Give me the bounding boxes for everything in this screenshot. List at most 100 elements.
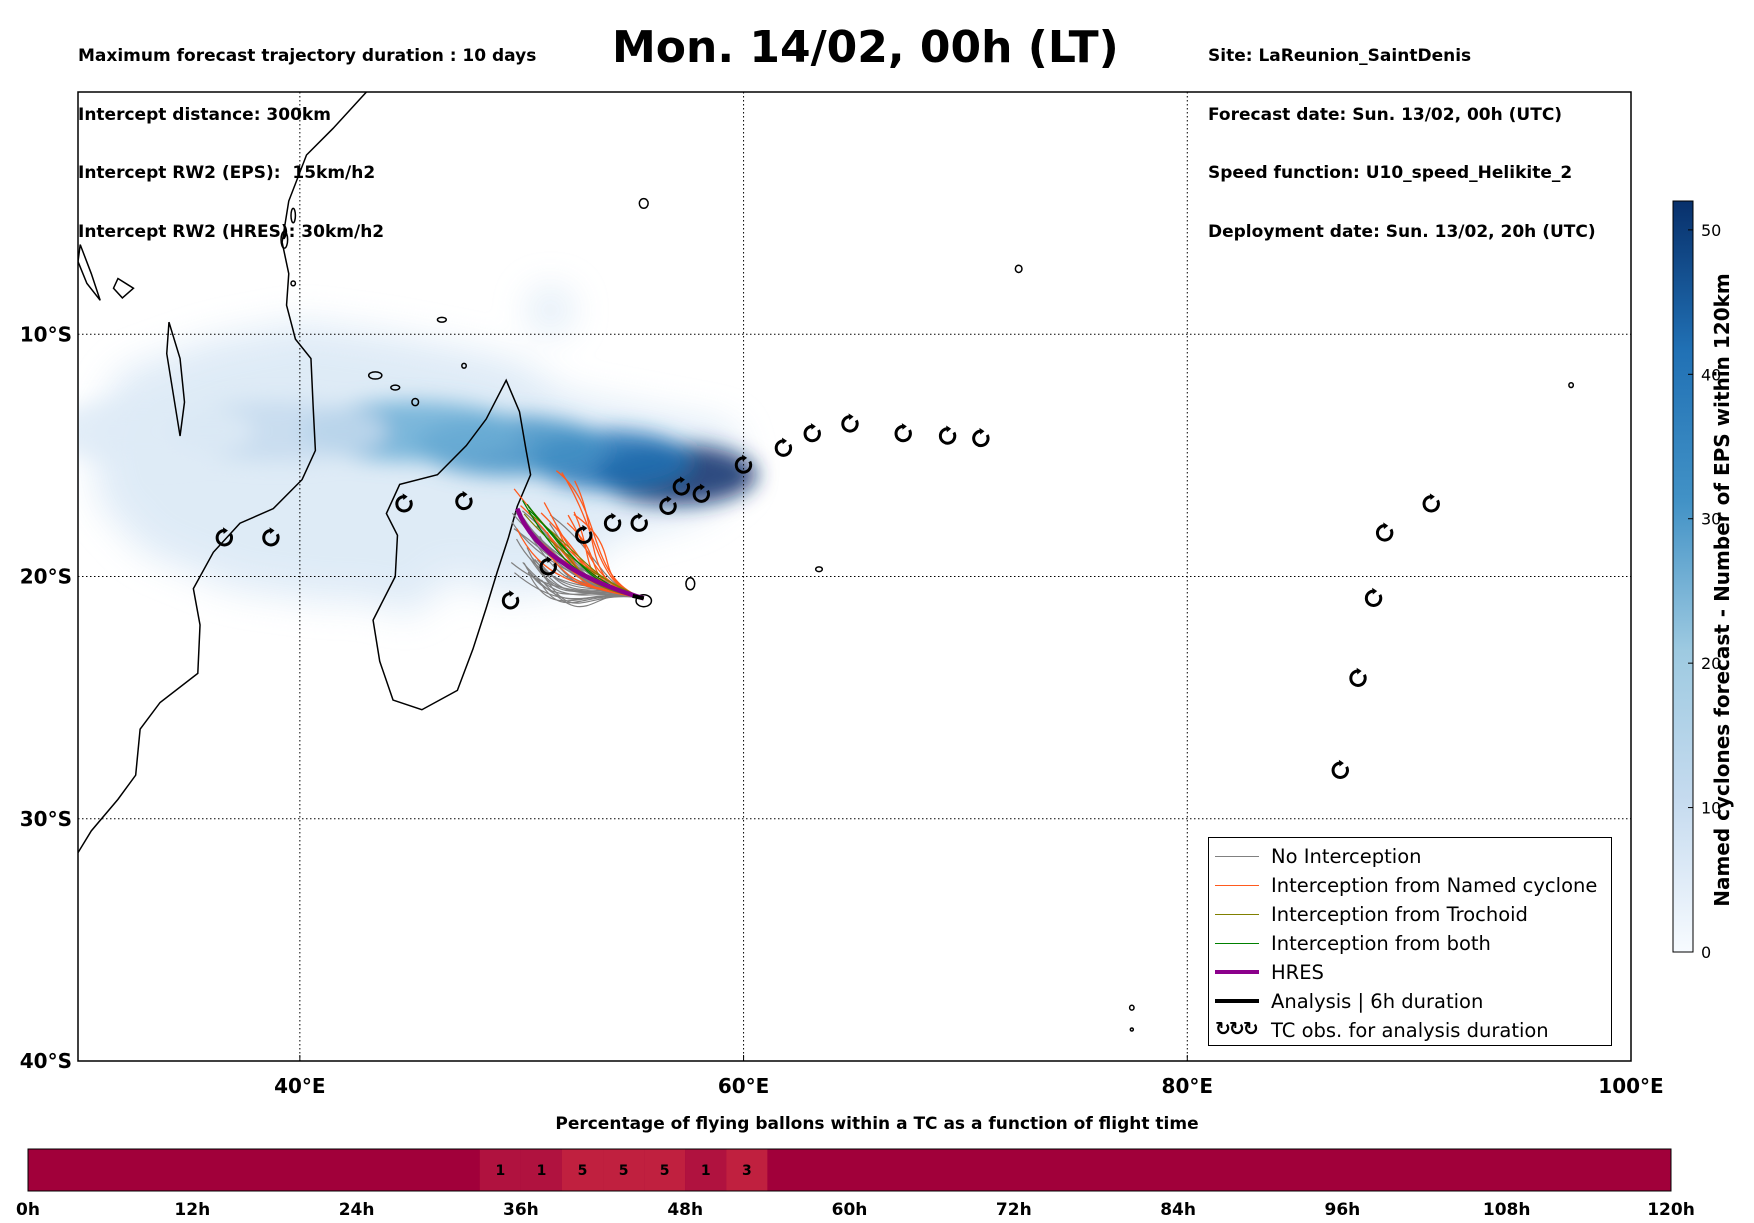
tc-marker-arc [455, 492, 473, 511]
coastline-island [461, 362, 467, 369]
timeline-tick-label: 12h [174, 1200, 210, 1220]
timeline-tick-label: 0h [16, 1200, 40, 1220]
density-blob [78, 401, 255, 462]
timeline-cell [520, 1149, 562, 1191]
header-left-line: Intercept RW2 (EPS): 15km/h2 [78, 163, 376, 183]
tc-marker-arrowhead [582, 524, 588, 532]
tc-marker-arc [215, 529, 233, 547]
tc-marker-arrowhead [679, 476, 685, 484]
coastline-island [411, 397, 420, 407]
y-tick-label: 20°S [20, 565, 72, 589]
colorbar-tick-label: 0 [1701, 943, 1711, 962]
density-core [78, 401, 758, 505]
colorbar-label: Named cyclones forecast - Number of EPS … [1710, 273, 1734, 907]
coastline-lake-rukwa [112, 277, 135, 299]
tc-marker-arc [501, 592, 520, 610]
tc-marker-arc [692, 485, 710, 503]
tc-marker-arc [894, 424, 912, 443]
legend-swatch [1215, 914, 1259, 915]
header-right-line: Site: LaReunion_SaintDenis [1208, 46, 1472, 66]
legend-swatch [1215, 970, 1259, 974]
tc-marker-arc [841, 415, 859, 433]
y-tick-label: 10°S [20, 322, 72, 346]
tc-obs-marker [1349, 667, 1367, 687]
legend-item-both: Interception from both [1209, 929, 1611, 958]
tc-marker-arc [395, 495, 413, 513]
header-left-line: Maximum forecast trajectory duration : 1… [78, 46, 537, 66]
legend-swatch [1215, 999, 1259, 1003]
chart-title: Mon. 14/02, 00h (LT) [612, 22, 1119, 73]
legend-label: No Interception [1271, 845, 1422, 868]
tc-marker-arc [774, 439, 793, 457]
timeline-tick-label: 108h [1483, 1200, 1531, 1220]
legend-label: Interception from Trochoid [1271, 903, 1528, 926]
density-area [528, 288, 573, 333]
tc-obs-marker [734, 454, 753, 474]
tc-marker-arc [734, 456, 753, 474]
tc-marker-arrowhead [1429, 493, 1435, 501]
coastline-lake-malawi [165, 321, 186, 437]
tc-marker-arc [539, 558, 557, 576]
tc-marker-arrowhead [666, 495, 672, 503]
tc-marker-arc [603, 514, 622, 532]
tc-marker-arc [262, 529, 280, 547]
coastline-island [390, 384, 401, 391]
trajectory-analysis [632, 593, 645, 601]
coastline-island [638, 197, 649, 209]
tc-obs-marker [1331, 759, 1349, 779]
timeline-tick-label: 120h [1647, 1200, 1695, 1220]
x-tick-label: 80°E [1162, 1074, 1214, 1098]
timeline-cell [561, 1149, 604, 1191]
tc-obs-marker [894, 423, 912, 443]
legend-item-hres: HRES [1209, 958, 1611, 987]
tc-obs-marker [630, 512, 648, 532]
tc-marker-arrowhead [269, 527, 275, 534]
coastline-lake-tanganyika [78, 244, 101, 301]
tc-obs-marker [539, 556, 557, 576]
timeline-tick-label: 24h [339, 1200, 375, 1220]
tc-marker-arrowhead [742, 454, 748, 462]
y-tick-label: 40°S [20, 1049, 72, 1073]
tc-marker-arc [659, 497, 677, 515]
tc-obs-marker [659, 495, 677, 515]
coastline-island [635, 593, 653, 608]
tc-marker-arrowhead [848, 413, 854, 421]
tc-obs-marker [1375, 522, 1394, 542]
colorbar-tick-label: 50 [1701, 221, 1721, 240]
tc-marker-arc [1364, 589, 1383, 607]
timeline-cell [726, 1149, 768, 1191]
x-tick-label: 40°E [274, 1074, 326, 1098]
tc-marker-arrowhead [402, 493, 408, 501]
coastlines [78, 92, 1575, 1032]
coastline-island [280, 230, 289, 249]
coastline-island [290, 207, 297, 224]
tc-marker-arrowhead [699, 483, 705, 491]
legend-item-no-interception: No Interception [1209, 842, 1611, 871]
legend-label: Interception from both [1271, 932, 1491, 955]
tc-obs-marker [501, 590, 520, 610]
tc-obs-marker [692, 483, 710, 503]
tc-marker-arc [1375, 524, 1394, 542]
x-tick-label: 60°E [718, 1074, 770, 1098]
tc-obs-marker [972, 427, 990, 448]
y-tick-label: 30°S [20, 807, 72, 831]
trajectory-no-interception [537, 577, 644, 604]
tc-marker-arc [938, 427, 957, 445]
tc-marker-arrowhead [611, 512, 617, 520]
colorbar-tick-label: 10 [1701, 799, 1721, 818]
x-tick-label: 100°E [1598, 1074, 1663, 1098]
tc-marker-arc [1331, 761, 1349, 779]
tc-marker-arrowhead [1383, 522, 1389, 530]
coastline-island [1014, 264, 1023, 274]
header-right-line: Forecast date: Sun. 13/02, 00h (UTC) [1208, 104, 1563, 125]
colorbar-gradient [1672, 200, 1694, 953]
tc-marker-arc [972, 429, 990, 448]
colorbar-ticks: 0 10 20 30 40 50 [1688, 221, 1721, 962]
timeline-tick-label: 48h [667, 1200, 703, 1220]
trajectory-hres [515, 507, 645, 601]
tc-observations [215, 413, 1440, 779]
timeline-tick-label: 36h [503, 1200, 539, 1220]
timeline-cell-value: 1 [701, 1163, 711, 1179]
timeline-cell [479, 1149, 521, 1191]
